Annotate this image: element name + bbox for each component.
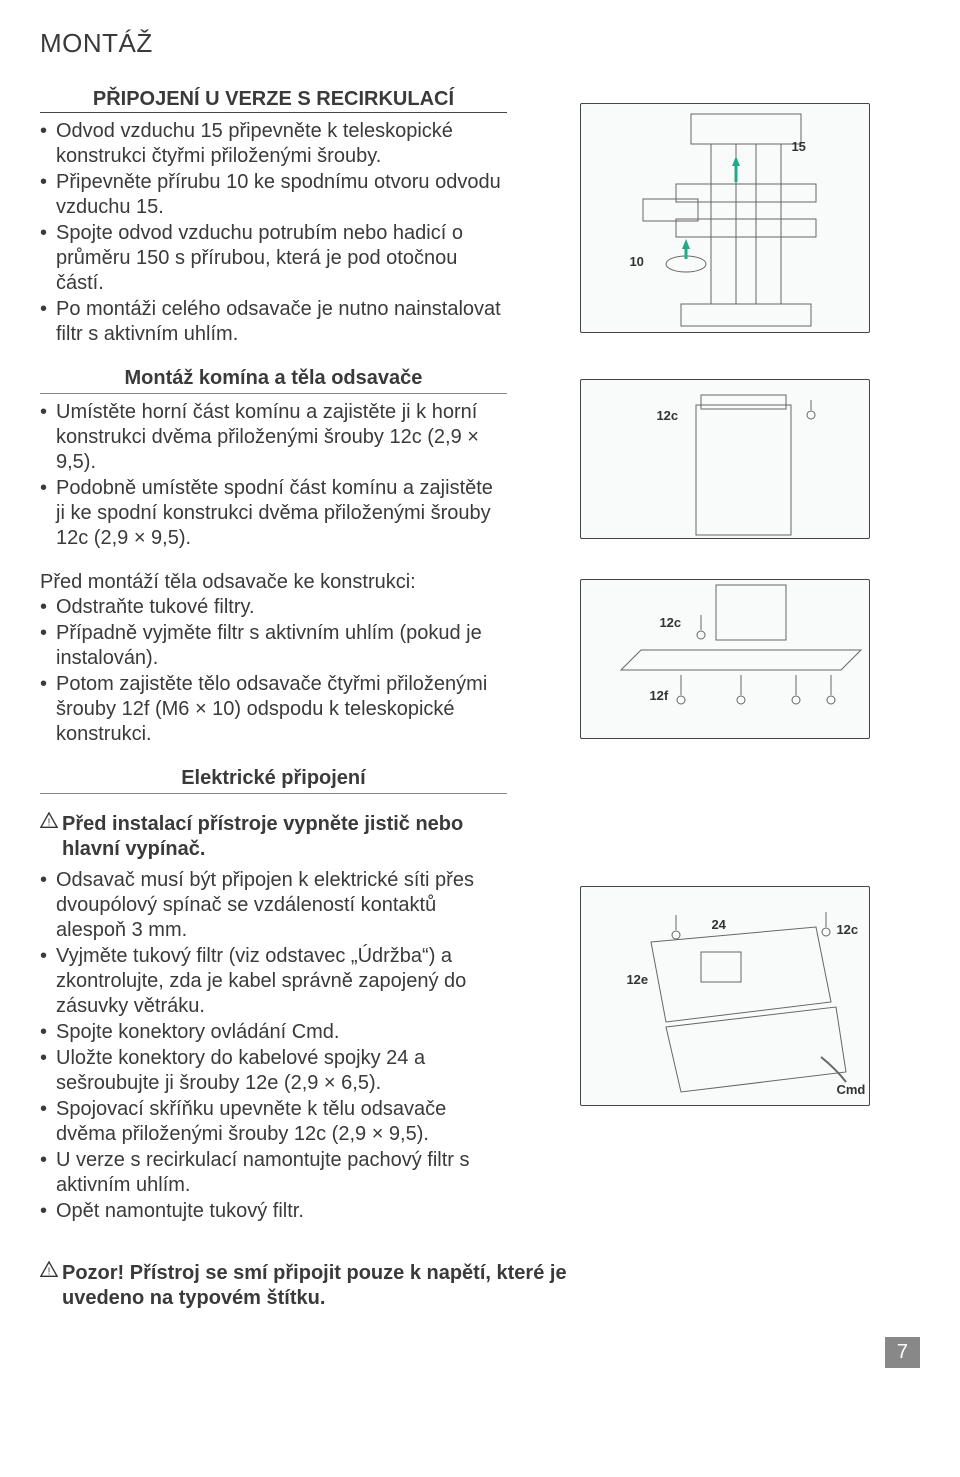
fig-label-12c-3: 12c — [836, 922, 858, 937]
svg-text:!: ! — [48, 1266, 51, 1277]
fig-label-24: 24 — [711, 917, 725, 932]
fig-label-12c: 12c — [656, 408, 678, 423]
warning-jistich: ! Před instalací přístroje vypněte jisti… — [40, 812, 507, 862]
list-item: Podobně umístěte spodní část komínu a za… — [40, 476, 507, 551]
final-warning-text: Pozor! Přístroj se smí připojit pouze k … — [62, 1261, 640, 1311]
section1-list: Odvod vzduchu 15 připevněte k teleskopic… — [40, 119, 507, 347]
section3-list: Odstraňte tukové filtry. Případně vyjmět… — [40, 595, 507, 747]
list-item: Odsavač musí být připojen k elektrické s… — [40, 868, 507, 943]
list-item: Odvod vzduchu 15 připevněte k teleskopic… — [40, 119, 507, 169]
section-body-mount: Před montáží těla odsavače ke konstrukci… — [40, 570, 920, 748]
section3-intro: Před montáží těla odsavače ke konstrukci… — [40, 570, 507, 595]
warning-text: Před instalací přístroje vypněte jistič … — [62, 812, 507, 862]
figure-telescopic-frame: 15 10 — [580, 103, 870, 333]
section2-list: Umístěte horní část komínu a zajistěte j… — [40, 400, 507, 551]
figure-base-plate: 12c 12f — [580, 579, 870, 739]
section-electrical: Elektrické připojení ! Před instalací př… — [40, 766, 920, 1225]
list-item: Po montáži celého odsavače je nutno nain… — [40, 297, 507, 347]
list-item: Opět namontujte tukový filtr. — [40, 1199, 507, 1224]
list-item: Umístěte horní část komínu a zajistěte j… — [40, 400, 507, 475]
list-item: Potom zajistěte tělo odsavače čtyřmi při… — [40, 672, 507, 747]
list-item: Spojte konektory ovládání Cmd. — [40, 1020, 507, 1045]
section2-heading: Montáž komína a těla odsavače — [40, 366, 507, 394]
warning-icon: ! — [40, 812, 58, 828]
section-chimney-body: Montáž komína a těla odsavače Umístěte h… — [40, 366, 920, 552]
final-warning: ! Pozor! Přístroj se smí připojit pouze … — [40, 1261, 640, 1311]
list-item: Případně vyjměte filtr s aktivním uhlím … — [40, 621, 507, 671]
section4-list: Odsavač musí být připojen k elektrické s… — [40, 868, 507, 1224]
fig-label-12c-2: 12c — [659, 615, 681, 630]
list-item: Spojte odvod vzduchu potrubím nebo hadic… — [40, 221, 507, 296]
warning-icon: ! — [40, 1261, 58, 1277]
list-item: Uložte konektory do kabelové spojky 24 a… — [40, 1046, 507, 1096]
svg-text:!: ! — [48, 817, 51, 828]
fig-label-15: 15 — [791, 139, 805, 154]
page-title: MONTÁŽ — [40, 28, 920, 59]
fig-label-cmd: Cmd — [836, 1082, 865, 1097]
list-item: Vyjměte tukový filtr (viz odstavec „Údrž… — [40, 944, 507, 1019]
fig-label-12f: 12f — [649, 688, 668, 703]
figure-chimney-top: 12c — [580, 379, 870, 539]
list-item: U verze s recirkulací namontujte pachový… — [40, 1148, 507, 1198]
fig-label-12e: 12e — [626, 972, 648, 987]
list-item: Připevněte přírubu 10 ke spodnímu otvoru… — [40, 170, 507, 220]
fig-label-10: 10 — [629, 254, 643, 269]
page-number: 7 — [885, 1337, 920, 1368]
section-recirculation: PŘIPOJENÍ U VERZE S RECIRKULACÍ Odvod vz… — [40, 87, 920, 348]
section1-heading: PŘIPOJENÍ U VERZE S RECIRKULACÍ — [40, 87, 507, 113]
figure-junction-box: 24 12c 12e Cmd — [580, 886, 870, 1106]
list-item: Odstraňte tukové filtry. — [40, 595, 507, 620]
list-item: Spojovací skříňku upevněte k tělu odsava… — [40, 1097, 507, 1147]
section4-heading: Elektrické připojení — [40, 766, 507, 794]
